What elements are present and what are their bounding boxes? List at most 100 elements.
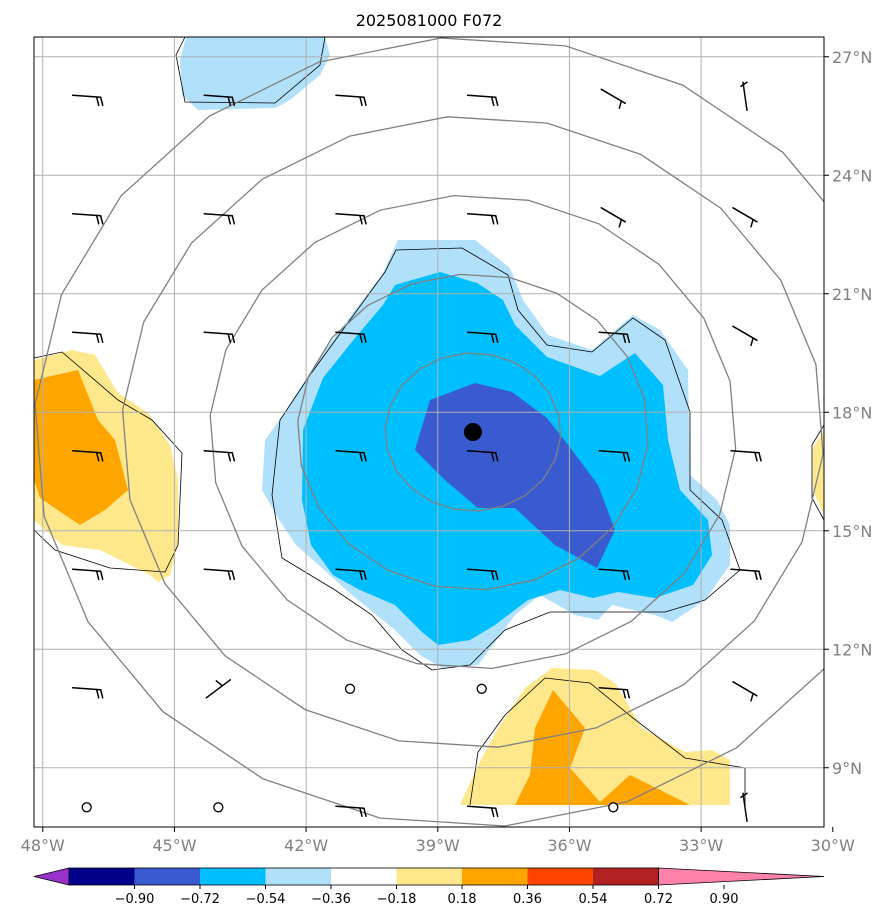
wind-barb — [863, 451, 893, 461]
wind-barb — [732, 207, 758, 228]
colorbar-segment — [527, 868, 594, 885]
wind-barb — [865, 680, 889, 698]
wind-barb — [335, 213, 367, 225]
lat-tick-label: 9°N — [832, 759, 862, 778]
lat-tick-label: 27°N — [832, 48, 872, 67]
wind-barb — [466, 568, 499, 581]
calm-wind-marker — [213, 802, 224, 813]
colorbar-tick-label: −0.90 — [115, 892, 155, 907]
contour-south — [469, 677, 746, 806]
wind-barb — [598, 687, 631, 699]
colorbar-tick-label: 0.54 — [579, 892, 608, 907]
colorbar: −0.90 −0.72 −0.54 −0.36 −0.18 0.18 0.36 0.54 0.7… — [33, 867, 825, 907]
colorbar-tick-label: 0.18 — [448, 892, 477, 907]
lon-tick-label: 45°W — [152, 836, 196, 855]
lon-tick-label: 39°W — [416, 836, 460, 855]
longitude-labels: 48°W 45°W 42°W 39°W 36°W 33°W 30°W — [21, 827, 855, 855]
wind-barb — [466, 94, 499, 107]
wind-barb — [598, 331, 631, 344]
lat-tick-label: 18°N — [832, 403, 872, 422]
wind-barb — [740, 792, 748, 823]
wind-barb — [732, 681, 758, 702]
wind-barb — [730, 450, 762, 462]
wind-barb — [335, 331, 367, 344]
wind-barb — [71, 94, 104, 107]
lon-tick-label: 33°W — [679, 836, 723, 855]
lat-tick-label: 15°N — [832, 522, 872, 541]
contour-east — [811, 424, 824, 521]
storm-center-marker — [463, 423, 482, 441]
wind-barb — [863, 214, 893, 224]
colorbar-extend-high — [658, 867, 825, 886]
colorbar-segment — [200, 868, 266, 885]
wind-barb — [600, 207, 627, 228]
colorbar-segment — [331, 868, 397, 885]
colorbar-frame — [68, 867, 659, 886]
colorbar-tick-label: 0.72 — [644, 892, 673, 907]
calm-wind-marker — [608, 802, 619, 813]
wind-barb — [205, 679, 232, 699]
shade-yellow-south — [460, 668, 730, 805]
map-title: 2025081000 F072 — [356, 11, 503, 30]
colorbar-tick-label: −0.18 — [377, 892, 417, 907]
wind-barb — [203, 450, 236, 462]
colorbar-tick-label: 0.36 — [513, 892, 542, 907]
wind-barb — [203, 213, 236, 225]
range-ring — [297, 273, 649, 591]
range-ring — [384, 352, 562, 512]
contour-west — [34, 351, 183, 573]
wind-barb — [71, 568, 104, 581]
lon-tick-label: 48°W — [21, 836, 65, 855]
wind-barb — [71, 213, 104, 225]
latitude-labels: 9°N 12°N 15°N 18°N 21°N 24°N 27°N — [824, 48, 872, 778]
colorbar-segment — [593, 868, 659, 885]
wind-barb — [466, 805, 499, 818]
wind-barb — [740, 81, 748, 112]
wind-barb — [335, 805, 367, 818]
lat-tick-label: 24°N — [832, 166, 872, 185]
shade-orange-west — [34, 370, 128, 525]
wind-barb — [203, 94, 236, 107]
wind-barb — [71, 687, 104, 699]
wind-barb — [598, 450, 631, 462]
lat-tick-label: 12°N — [832, 640, 872, 659]
lon-tick-label: 42°W — [284, 836, 328, 855]
colorbar-tick-label: −0.36 — [311, 892, 351, 907]
wind-barb — [600, 88, 627, 110]
wind-barb — [466, 331, 499, 344]
colorbar-segment — [396, 868, 463, 885]
wind-barb — [335, 94, 367, 107]
wind-barb — [71, 331, 104, 344]
wind-barb — [598, 568, 631, 581]
calm-wind-marker — [476, 683, 487, 694]
storm-range-rings — [34, 37, 824, 827]
shade-orange-south — [515, 690, 690, 805]
wind-barb — [873, 793, 879, 821]
wind-barb — [203, 568, 236, 581]
wind-barb — [335, 450, 367, 462]
colorbar-tick-label: −0.72 — [180, 892, 220, 907]
lon-tick-label: 36°W — [547, 836, 591, 855]
wind-barb — [335, 568, 367, 581]
colorbar-tick-label: 0.90 — [710, 892, 739, 907]
range-ring — [121, 116, 824, 748]
wind-barb — [863, 332, 893, 342]
wind-barb — [71, 450, 104, 462]
anomaly-shading — [34, 37, 824, 805]
map-frame — [33, 36, 825, 828]
wind-barb — [466, 213, 499, 225]
colorbar-extend-low — [33, 867, 70, 886]
shade-light-blue-north — [180, 37, 330, 110]
colorbar-segment — [69, 868, 135, 885]
calm-wind-marker — [344, 683, 356, 694]
range-ring — [34, 37, 824, 827]
colorbar-segment — [265, 868, 332, 885]
lat-tick-label: 21°N — [832, 285, 872, 304]
lat-lon-gridlines — [34, 37, 824, 827]
wind-barb — [466, 450, 499, 462]
wind-barb — [863, 569, 893, 579]
colorbar-segment — [134, 868, 201, 885]
map-area — [34, 37, 893, 827]
wind-barb — [732, 325, 758, 347]
